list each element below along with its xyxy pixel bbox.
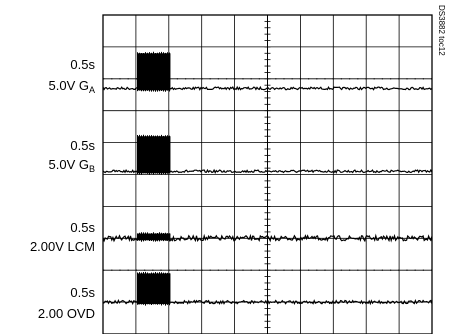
channel-ovd-timebase: 0.5s (70, 285, 95, 300)
channel-a-scale: 5.0V GA (49, 78, 95, 95)
trace-burst-edge (137, 134, 170, 175)
channel-ovd-label: 0.5s 2.00 OVD (38, 285, 96, 321)
channel-a-timebase: 0.5s (70, 57, 95, 72)
channel-a-label: 0.5s 5.0V GA (49, 57, 96, 95)
channel-lcm-timebase: 0.5s (70, 220, 95, 235)
channel-b-label: 0.5s 5.0V GB (49, 138, 96, 174)
channel-lcm-scale: 2.00V LCM (30, 239, 95, 254)
trace-burst-edge (137, 232, 170, 242)
trace-burst-edge (137, 51, 170, 92)
traces (102, 51, 433, 306)
figure-code: DS3882 toc12 (437, 5, 446, 56)
channel-b-scale: 5.0V GB (49, 157, 95, 174)
channel-ovd-scale: 2.00 OVD (38, 306, 95, 321)
channel-lcm-label: 0.5s 2.00V LCM (30, 220, 96, 254)
trace-burst-edge (137, 271, 170, 306)
channel-b-timebase: 0.5s (70, 138, 95, 153)
